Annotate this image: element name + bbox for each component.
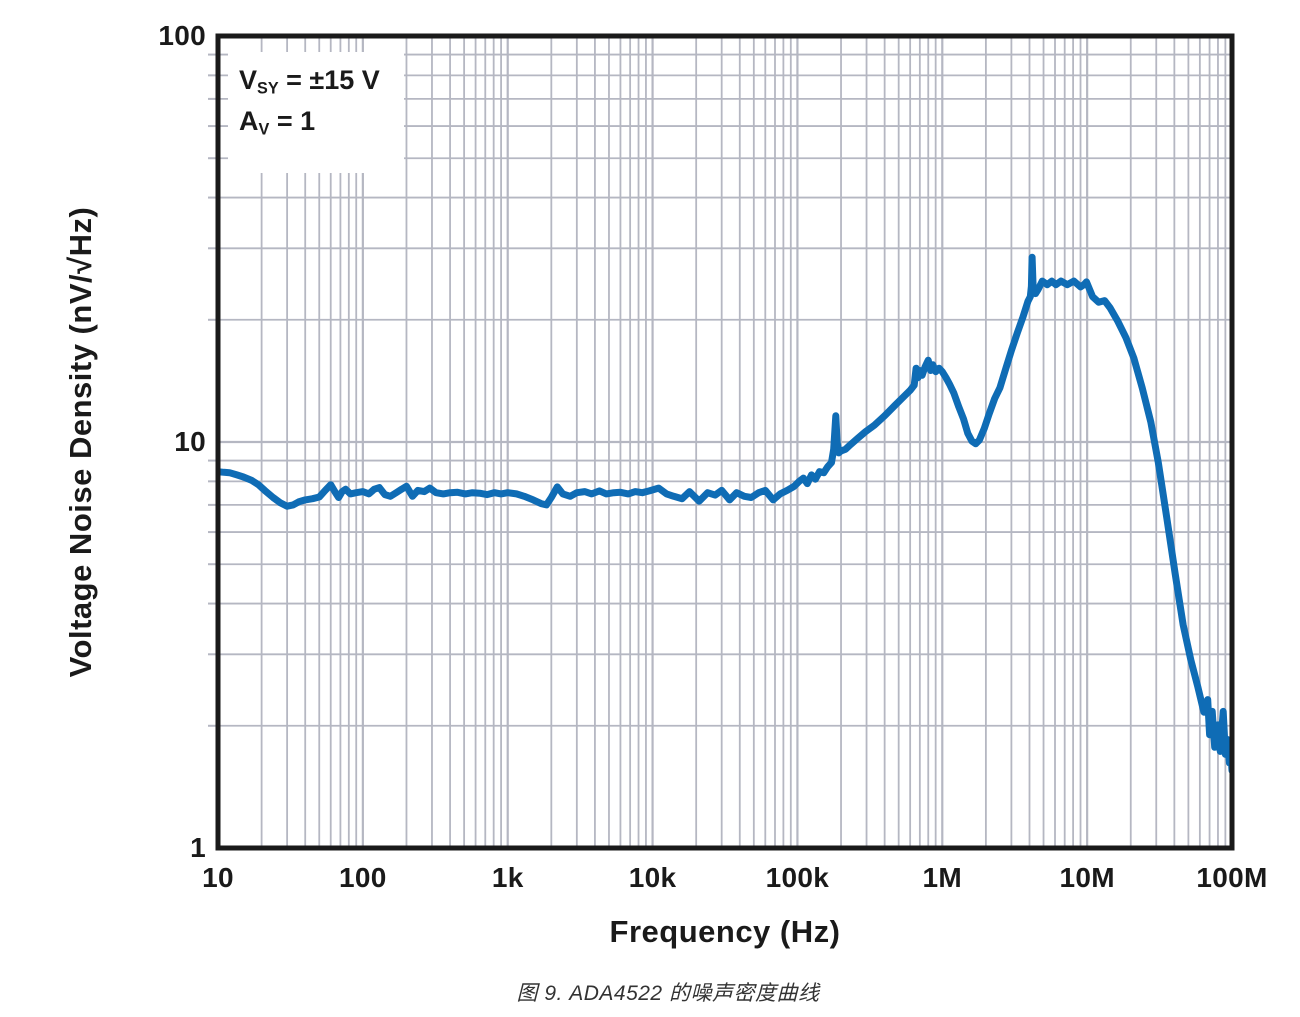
y-tick-label: 10 bbox=[174, 426, 206, 457]
figure-caption: 图 9. ADA4522 的噪声密度曲线 bbox=[516, 982, 820, 1005]
x-tick-label: 1k bbox=[491, 862, 524, 893]
y-tick-label: 1 bbox=[190, 832, 206, 863]
x-tick-label: 10 bbox=[202, 862, 234, 893]
plot-border bbox=[215, 33, 1235, 851]
noise-density-curve bbox=[218, 253, 1232, 775]
annotation-line-vsy: VSY = ±15 V bbox=[239, 65, 380, 98]
x-tick-label: 100M bbox=[1196, 862, 1268, 893]
y-tick-label: 100 bbox=[158, 20, 206, 51]
x-tick-label: 100 bbox=[339, 862, 387, 893]
annotation-line-av: AV = 1 bbox=[239, 105, 316, 139]
x-tick-label: 10M bbox=[1059, 862, 1115, 893]
x-tick-label: 10k bbox=[628, 862, 677, 893]
x-tick-label: 100k bbox=[765, 862, 830, 893]
x-axis-title: Frequency (Hz) bbox=[609, 914, 841, 949]
test-conditions-annotation: VSY = ±15 V AV = 1 bbox=[228, 52, 404, 173]
x-tick-label: 1M bbox=[922, 862, 963, 893]
